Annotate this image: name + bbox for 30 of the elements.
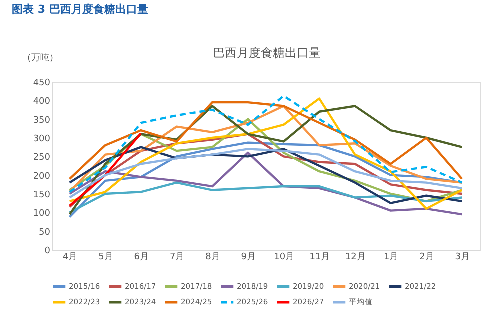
y-tick-label: 300: [33, 134, 51, 144]
x-tick-label: 5月: [98, 252, 114, 262]
x-tick-label: 7月: [170, 252, 185, 262]
x-tick-label: 10月: [274, 252, 295, 262]
y-tick-label: 200: [33, 172, 51, 182]
line-series: [68, 182, 464, 214]
x-tick-label: 8月: [206, 252, 220, 262]
chart-subtitle: 巴西月度食糖出口量: [213, 46, 321, 60]
x-tick-label: 4月: [62, 252, 78, 262]
line-series: [68, 118, 464, 203]
x-tick-label: 6月: [134, 252, 150, 262]
x-tick-label: 12月: [345, 252, 366, 262]
y-tick-label: 350: [33, 116, 51, 126]
x-tick-label: 3月: [455, 252, 470, 262]
y-tick-label: 150: [33, 190, 51, 200]
line-series: [68, 101, 464, 180]
line-series: [68, 133, 464, 208]
x-tick-label: 1月: [384, 252, 399, 262]
x-tick-label: 2月: [420, 252, 434, 262]
x-tick-label: 9月: [241, 252, 256, 262]
chart-title: 图表 3 巴西月度食糖出口量: [12, 3, 148, 16]
y-tick-label: 450: [33, 78, 51, 88]
line-series: [68, 152, 464, 216]
y-tick-label: 400: [33, 97, 51, 108]
y-axis-title: （万吨）: [22, 52, 58, 64]
y-tick-label: 100: [33, 209, 51, 220]
y-tick-label: 50: [39, 228, 51, 238]
y-tick-label: 250: [33, 153, 51, 164]
y-tick-label: 0: [44, 246, 51, 256]
x-tick-label: 11月: [310, 252, 330, 262]
